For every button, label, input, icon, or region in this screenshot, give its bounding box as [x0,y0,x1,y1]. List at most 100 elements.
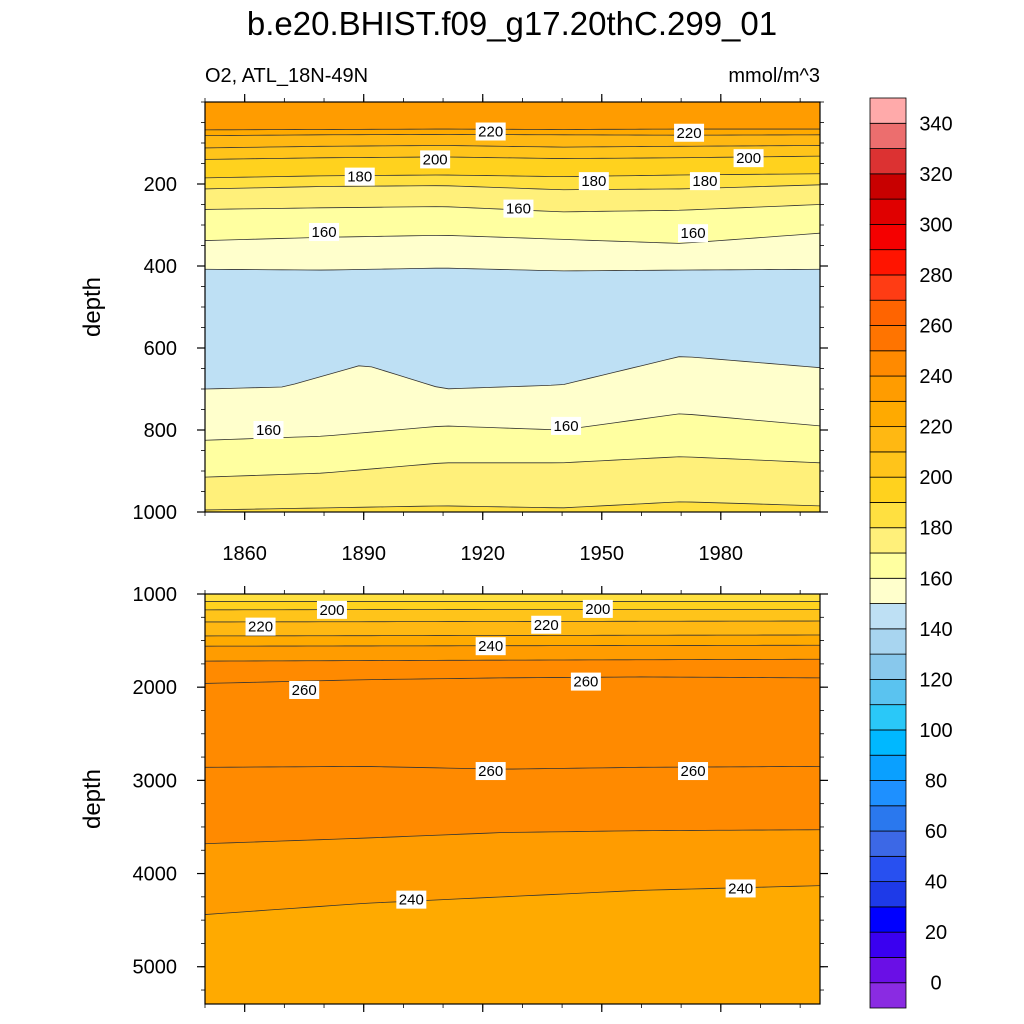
colorbar-swatch [869,173,907,200]
colorbar-swatch [869,122,907,149]
colorbar-swatch [869,350,907,377]
colorbar-tick-label: 180 [919,518,952,540]
upper-contour-label: 180 [578,172,609,191]
lower-contour-band [205,634,820,647]
colorbar-swatch [869,982,907,1009]
colorbar-swatch [869,274,907,301]
lower-contour-label: 220 [531,615,562,634]
upper-contour-line [205,413,820,441]
colorbar-swatch [869,653,907,680]
lower-contour-line [205,885,820,915]
lower-contour-field [205,594,820,1004]
lower-y-tick-label: 3000 [133,770,178,792]
svg-text:200: 200 [423,151,448,168]
lower-contour-label: 200 [582,599,613,618]
svg-text:180: 180 [347,169,372,186]
svg-text:180: 180 [692,173,717,190]
colorbar-swatch [869,451,907,478]
colorbar-tick-label: 40 [925,872,947,894]
colorbar-tick-label: 80 [925,771,947,793]
svg-text:220: 220 [248,619,273,636]
colorbar-tick-label: 60 [925,821,947,843]
lower-contour-line [205,765,820,770]
upper-contour-line [205,128,820,131]
upper-contour-label: 180 [689,172,720,191]
upper-y-axis-label: depth [79,277,106,337]
colorbar-tick-label: 120 [919,669,952,691]
upper-y-tick-label: 600 [144,338,177,360]
colorbar-tick-label: 140 [919,619,952,641]
lower-y-tick-label: 4000 [133,864,178,886]
svg-text:160: 160 [256,422,281,439]
upper-contour-line [205,155,820,160]
svg-text:160: 160 [554,418,579,435]
upper-contour-line [205,232,820,244]
colorbar-swatch [869,957,907,984]
svg-text:260: 260 [681,763,706,780]
svg-text:220: 220 [478,124,503,141]
colorbar-swatch [869,223,907,251]
lower-contour-label: 200 [316,600,347,619]
upper-x-tick-label: 1980 [699,543,744,565]
svg-text:180: 180 [581,173,606,190]
lower-contour-line [205,658,820,662]
colorbar-tick-label: 160 [919,568,952,590]
colorbar-swatch [869,249,907,276]
colorbar-swatch [869,628,907,655]
colorbar-tick-label: 0 [930,973,941,995]
upper-x-tick-label: 1950 [580,543,625,565]
colorbar-swatch [869,527,907,554]
colorbar-swatch [869,830,907,857]
upper-contour-label: 160 [253,421,284,439]
lower-y-tick-label: 5000 [133,957,178,979]
colorbar-tick-label: 20 [925,922,947,944]
upper-contour-label: 200 [420,150,451,169]
colorbar-swatch [869,729,907,756]
upper-contour-label: 160 [678,224,709,243]
colorbar-swatch [869,603,907,630]
svg-text:220: 220 [534,617,559,634]
upper-y-tick-label: 200 [144,174,177,196]
lower-panel: 200 200 220 220 240 260 260 260 260 240 240 1000 200… [79,584,828,1012]
lower-contour-line [205,634,820,637]
colorbar-swatch [869,906,907,933]
svg-text:260: 260 [292,682,317,699]
colorbar-swatch [869,678,907,706]
upper-contour-line [205,134,820,137]
colorbar-swatch [869,148,907,175]
lower-contour-label: 260 [289,680,320,699]
lower-contour-band [205,620,820,637]
svg-text:200: 200 [736,150,761,167]
lower-contour-label: 240 [725,879,756,898]
svg-text:200: 200 [319,602,344,619]
upper-contour-label: 200 [733,149,764,168]
upper-x-tick-label: 1890 [341,543,386,565]
svg-text:220: 220 [677,125,702,142]
lower-y-tick-label: 2000 [133,677,178,699]
lower-y-axis-label: depth [79,769,106,829]
upper-contour-field [205,102,820,512]
units-label: mmol/m^3 [728,65,820,87]
svg-text:240: 240 [399,892,424,909]
upper-y-tick-label: 400 [144,256,177,278]
colorbar-swatch [869,426,907,453]
svg-text:200: 200 [585,601,610,618]
colorbar-swatch [869,552,907,579]
upper-x-tick-label: 1860 [222,543,267,565]
upper-contour-label: 180 [344,167,375,186]
lower-contour-label: 260 [475,762,506,781]
upper-y-tick-label: 1000 [133,502,178,524]
svg-text:240: 240 [728,880,753,897]
upper-contour-line [205,267,820,272]
lower-contour-line [205,644,820,647]
upper-contour-label: 160 [551,416,582,435]
upper-contour-band [205,102,820,131]
lower-contour-label: 260 [570,672,601,691]
upper-contour-line [205,456,820,478]
colorbar-swatch [869,97,907,124]
lower-contour-label: 260 [678,762,709,781]
figure-title: b.e20.BHIST.f09_g17.20thC.299_01 [247,5,777,42]
lower-contour-label: 220 [245,617,276,636]
lower-contour-band [205,601,820,611]
colorbar-swatch [869,476,907,503]
